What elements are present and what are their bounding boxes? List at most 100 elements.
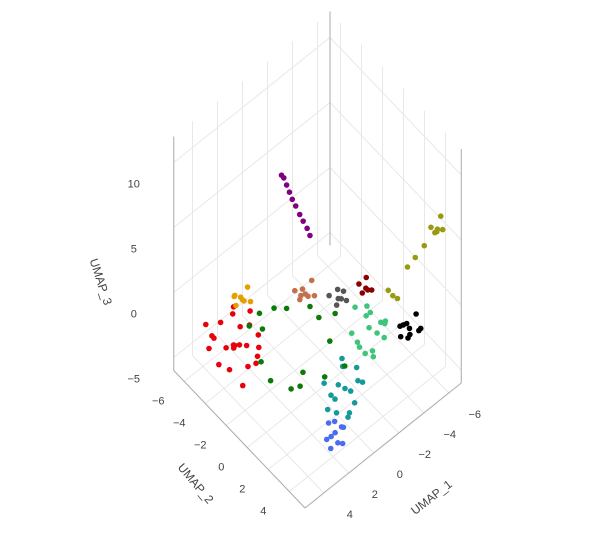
point [417, 325, 424, 332]
point [352, 304, 358, 311]
z-tick-label: 10 [128, 178, 140, 190]
point [385, 287, 392, 294]
point [368, 287, 375, 293]
point [259, 326, 266, 332]
point [347, 388, 354, 394]
point [413, 311, 419, 317]
point [206, 345, 212, 352]
grid-line [204, 278, 362, 404]
point [283, 305, 290, 312]
point [381, 320, 388, 327]
point [292, 203, 299, 209]
point [405, 335, 411, 341]
point [364, 303, 370, 309]
point [299, 286, 306, 292]
grid-line [329, 232, 462, 371]
point [369, 348, 376, 354]
point [334, 286, 341, 293]
point [297, 383, 303, 390]
grid-line [225, 300, 383, 426]
axis-line [304, 382, 462, 509]
point [340, 288, 347, 295]
point [363, 274, 370, 281]
point [374, 330, 380, 336]
point [316, 314, 322, 321]
point [370, 353, 377, 360]
x-tick-label: 2 [372, 489, 378, 501]
point [254, 353, 261, 360]
x-tick-label: 4 [347, 509, 353, 521]
point [307, 232, 313, 239]
x-axis-title: UMAP_1 [408, 477, 455, 518]
point [412, 254, 419, 261]
point [211, 335, 217, 341]
point [434, 226, 441, 232]
x-tick-label: −4 [443, 429, 456, 441]
grid-line [183, 256, 341, 382]
point [241, 298, 247, 304]
grid-line [329, 102, 462, 241]
y-tick-label: −4 [173, 417, 186, 429]
point [341, 363, 348, 369]
point [283, 182, 290, 188]
point [356, 344, 363, 350]
y-axis-title: UMAP_2 [175, 461, 217, 507]
grid-line [192, 355, 325, 494]
point [233, 302, 239, 309]
y-tick-label: 0 [218, 461, 224, 473]
point [223, 345, 229, 351]
point [332, 429, 338, 436]
point [288, 386, 294, 392]
grid-line [242, 315, 375, 454]
point [321, 374, 328, 380]
z-tick-label: 5 [131, 243, 137, 255]
point [397, 333, 404, 340]
point [258, 359, 264, 365]
point [356, 281, 362, 287]
point [428, 224, 434, 231]
point [281, 175, 287, 181]
point [311, 292, 318, 299]
point [216, 361, 222, 368]
point [339, 355, 345, 362]
point [339, 440, 346, 447]
z-tick-label: 0 [131, 308, 137, 320]
point [404, 264, 411, 270]
point [381, 334, 388, 341]
point [203, 321, 209, 328]
grid-line [288, 366, 446, 492]
point [256, 310, 263, 317]
point [327, 338, 333, 344]
point [307, 303, 313, 310]
point [332, 310, 338, 317]
point [406, 325, 413, 332]
point [226, 366, 233, 373]
point [300, 369, 306, 376]
point [237, 323, 243, 330]
point [253, 360, 259, 367]
point [324, 406, 331, 413]
point [437, 213, 444, 219]
point [351, 400, 358, 406]
grid-line [173, 232, 331, 358]
point [246, 323, 253, 329]
x-tick-label: 0 [397, 469, 403, 481]
point [230, 345, 237, 351]
y-tick-label: 4 [260, 505, 266, 517]
point [353, 364, 360, 371]
z-axis-title: UMAP_3 [87, 257, 115, 307]
point [267, 377, 274, 384]
grid-line [173, 167, 331, 293]
point [236, 342, 243, 348]
point [333, 410, 340, 416]
point [308, 277, 315, 284]
point [327, 445, 334, 452]
point [333, 302, 340, 308]
point [354, 339, 361, 346]
grid-line [217, 335, 350, 474]
point [237, 294, 244, 301]
point [346, 410, 353, 416]
axis-line [173, 370, 306, 509]
point [345, 414, 351, 421]
point [328, 433, 334, 440]
